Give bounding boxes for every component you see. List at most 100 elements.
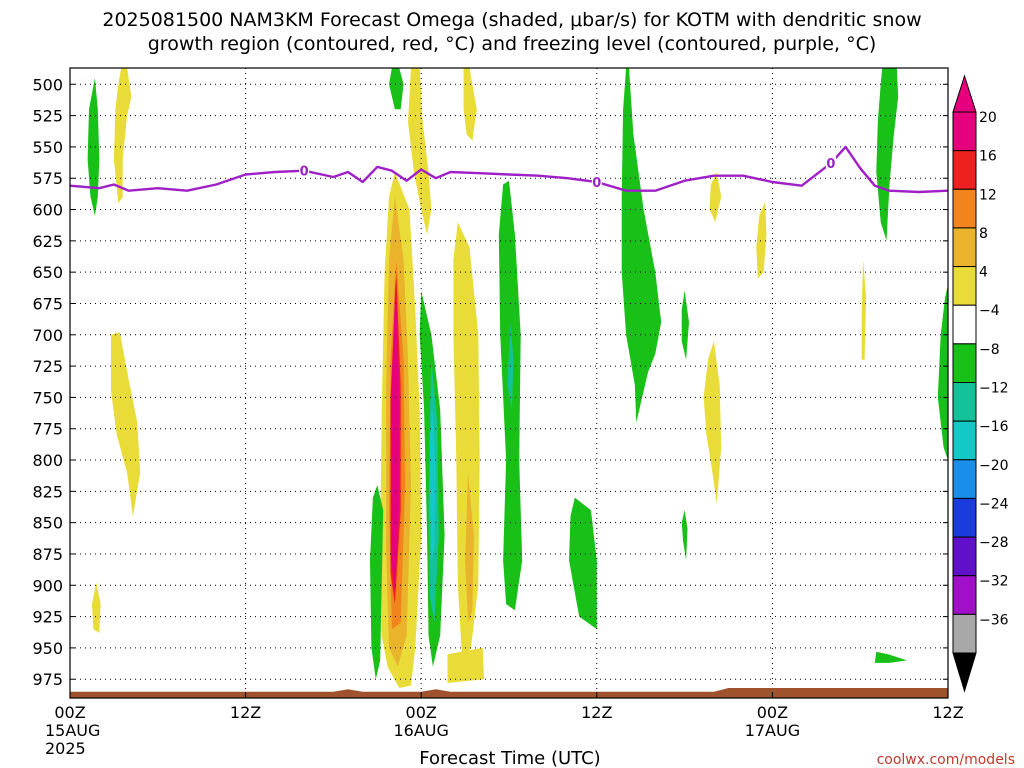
omega-region-25 — [703, 341, 722, 504]
y-tick-label-875: 875 — [32, 545, 63, 564]
omega-region-4 — [389, 68, 404, 110]
y-tick-label-925: 925 — [32, 608, 63, 627]
omega-region-18 — [447, 647, 485, 683]
x-tick-label-12-0: 12Z — [230, 703, 261, 722]
y-tick-label-675: 675 — [32, 294, 63, 313]
credit-text: coolwx.com/models — [877, 752, 1015, 768]
x-axis-label: Forecast Time (UTC) — [419, 748, 600, 768]
omega-region-1 — [113, 68, 132, 204]
y-tick-label-575: 575 — [32, 169, 63, 188]
y-tick-label-725: 725 — [32, 357, 63, 376]
y-tick-label-825: 825 — [32, 482, 63, 501]
omega-region-15 — [430, 409, 436, 561]
x-tick-label-60-0: 12Z — [932, 703, 963, 722]
omega-region-3 — [92, 582, 101, 633]
y-tick-label-500: 500 — [32, 75, 63, 94]
plot-frame — [69, 67, 949, 699]
y-tick-label-525: 525 — [32, 107, 63, 126]
colorbar-label-7: −12 — [979, 381, 1009, 397]
colorbar: 20 16 12 8 4 −4 −8 −12 −16 −20 −24 −28 −32 −36 — [952, 74, 1009, 693]
colorbar-swatch-10 — [952, 497, 977, 538]
colorbar-upper-arrow — [952, 74, 977, 113]
colorbar-swatch-3 — [952, 227, 977, 268]
colorbar-swatch-12 — [952, 575, 977, 615]
freezing-label-bg-1 — [591, 173, 602, 189]
colorbar-label-11: −28 — [979, 535, 1009, 551]
x-tick-label-48-0: 00Z — [757, 703, 788, 722]
y-tick-label-900: 900 — [32, 576, 63, 595]
colorbar-label-5: −4 — [979, 303, 1000, 319]
y-tick-label-850: 850 — [32, 514, 63, 533]
omega-region-31 — [937, 284, 948, 460]
colorbar-label-1: 16 — [979, 149, 997, 165]
colorbar-label-6: −8 — [979, 342, 1000, 358]
colorbar-swatch-13 — [952, 613, 977, 654]
y-tick-label-650: 650 — [32, 263, 63, 282]
x-tick-label-0-0: 00Z — [54, 703, 85, 722]
y-tick-label-750: 750 — [32, 388, 63, 407]
omega-region-29 — [876, 68, 899, 241]
x-tick-label-24-0: 00Z — [406, 703, 437, 722]
colorbar-label-13: −36 — [979, 612, 1009, 628]
freezing-level-layer: 0 0 0 — [69, 145, 949, 194]
omega-region-12 — [370, 485, 384, 680]
omega-region-21 — [569, 497, 597, 630]
omega-region-22 — [621, 68, 662, 423]
colorbar-swatch-7 — [952, 382, 977, 422]
terrain-fill — [70, 688, 948, 698]
colorbar-swatch-8 — [952, 420, 977, 461]
omega-region-23 — [681, 290, 689, 360]
omega-region-27 — [756, 202, 767, 279]
x-tick-label-36-0: 12Z — [581, 703, 612, 722]
colorbar-label-0: 20 — [979, 110, 997, 126]
colorbar-swatch-11 — [952, 536, 977, 577]
freezing-level-label-0: 0 — [300, 165, 309, 180]
x-tick-label-0-1: 15AUG — [45, 721, 100, 740]
colorbar-swatch-4 — [952, 266, 977, 306]
colorbar-label-8: −16 — [979, 419, 1009, 435]
omega-region-11 — [391, 278, 400, 592]
y-tick-label-700: 700 — [32, 326, 63, 345]
x-tick-label-48-1: 17AUG — [745, 721, 800, 740]
x-tick-label-0-2: 2025 — [45, 739, 86, 758]
chart-title-line2: growth region (contoured, red, °C) and f… — [148, 33, 877, 55]
omega-region-6 — [463, 68, 477, 141]
y-tick-label-800: 800 — [32, 451, 63, 470]
omega-region-0 — [87, 78, 100, 216]
omega-region-26 — [709, 172, 722, 223]
omega-region-2 — [111, 332, 141, 517]
colorbar-label-9: −20 — [979, 458, 1009, 474]
x-tick-label-24-1: 16AUG — [393, 721, 448, 740]
y-tick-label-550: 550 — [32, 138, 63, 157]
colorbar-swatch-2 — [952, 188, 977, 229]
terrain-layer — [70, 688, 948, 698]
y-tick-label-600: 600 — [32, 201, 63, 220]
colorbar-label-4: 4 — [979, 265, 988, 281]
freezing-label-bg-0 — [299, 162, 310, 178]
freezing-label-bg-2 — [825, 155, 836, 171]
chart-title-line1: 2025081500 NAM3KM Forecast Omega (shaded… — [102, 9, 921, 31]
colorbar-label-2: 12 — [979, 187, 997, 203]
y-tick-label-950: 950 — [32, 639, 63, 658]
colorbar-swatch-6 — [952, 343, 977, 384]
colorbar-label-12: −32 — [979, 574, 1009, 590]
colorbar-lower-arrow — [952, 652, 977, 693]
omega-region-30 — [874, 651, 907, 663]
colorbar-swatch-5 — [952, 304, 977, 345]
freezing-level-label-2: 0 — [826, 157, 835, 172]
y-tick-label-625: 625 — [32, 232, 63, 251]
colorbar-label-10: −24 — [979, 496, 1009, 512]
y-axis-ticks: 500 525 550 575 600 625 650 675 700 725 750 775 800 8… — [32, 75, 948, 689]
colorbar-swatch-0 — [952, 111, 977, 152]
omega-region-17 — [465, 472, 474, 623]
omega-region-5 — [408, 68, 432, 235]
omega-region-24 — [681, 510, 688, 561]
colorbar-swatch-1 — [952, 150, 977, 190]
y-tick-label-775: 775 — [32, 420, 63, 439]
y-tick-label-975: 975 — [32, 670, 63, 689]
omega-shading-layer — [87, 68, 948, 688]
colorbar-label-3: 8 — [979, 226, 988, 242]
colorbar-swatch-9 — [952, 459, 977, 499]
